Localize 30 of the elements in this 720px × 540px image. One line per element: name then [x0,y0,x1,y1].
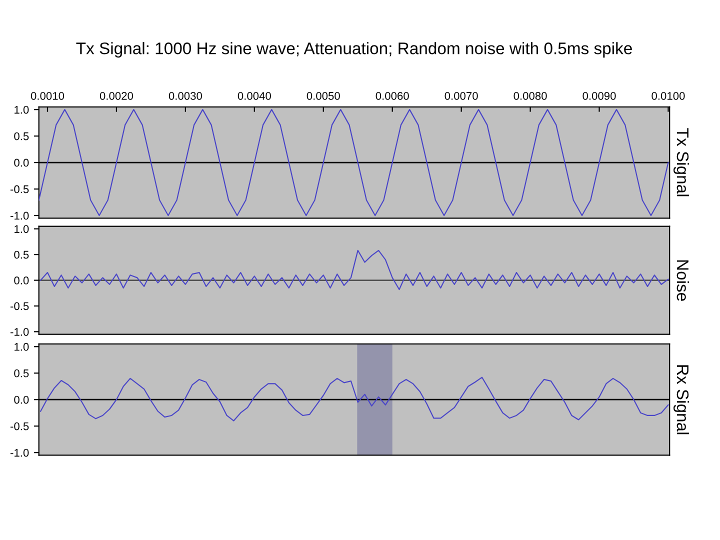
y-tick-label: 0.0 [14,158,29,167]
y-tick-label: -0.5 [10,422,29,430]
y-tick-label: 0.5 [14,250,29,259]
x-tick-label: 0.0020 [100,92,134,100]
y-axis-title: Tx Signal [674,128,690,196]
y-axis-title: Noise [676,260,690,301]
x-tick-label: 0.0070 [444,92,478,100]
chart-title: Tx Signal: 1000 Hz sine wave; Attenuation; Random noise with 0.5ms spike [76,42,632,58]
y-tick-label: 0.0 [14,276,29,284]
y-tick-label: -0.5 [10,185,29,194]
y-tick-label: -0.5 [10,302,29,310]
y-tick-label: 1.0 [14,342,29,351]
y-tick-label: 0.5 [14,369,29,378]
y-tick-label: 1.0 [14,106,29,114]
line-series [40,250,669,290]
y-axis-title: Rx Signal [674,365,690,434]
y-tick-label: 1.0 [14,225,29,233]
y-tick-label: -1.0 [10,328,29,336]
y-tick-label: 0.5 [14,132,29,140]
x-tick-label: 0.0040 [238,92,271,100]
x-tick-label: 0.0050 [306,92,340,100]
x-tick-label: 0.0030 [168,92,202,100]
x-tick-label: 0.0060 [376,92,409,100]
y-tick-label: -1.0 [10,212,29,220]
x-tick-label: 0.0080 [514,92,547,100]
y-tick-label: 0.0 [14,396,29,404]
x-tick-label: 0.0090 [582,92,616,100]
x-tick-label: 0.0010 [30,92,64,100]
x-tick-label: 0.0100 [652,92,685,100]
y-tick-label: -1.0 [10,448,29,457]
